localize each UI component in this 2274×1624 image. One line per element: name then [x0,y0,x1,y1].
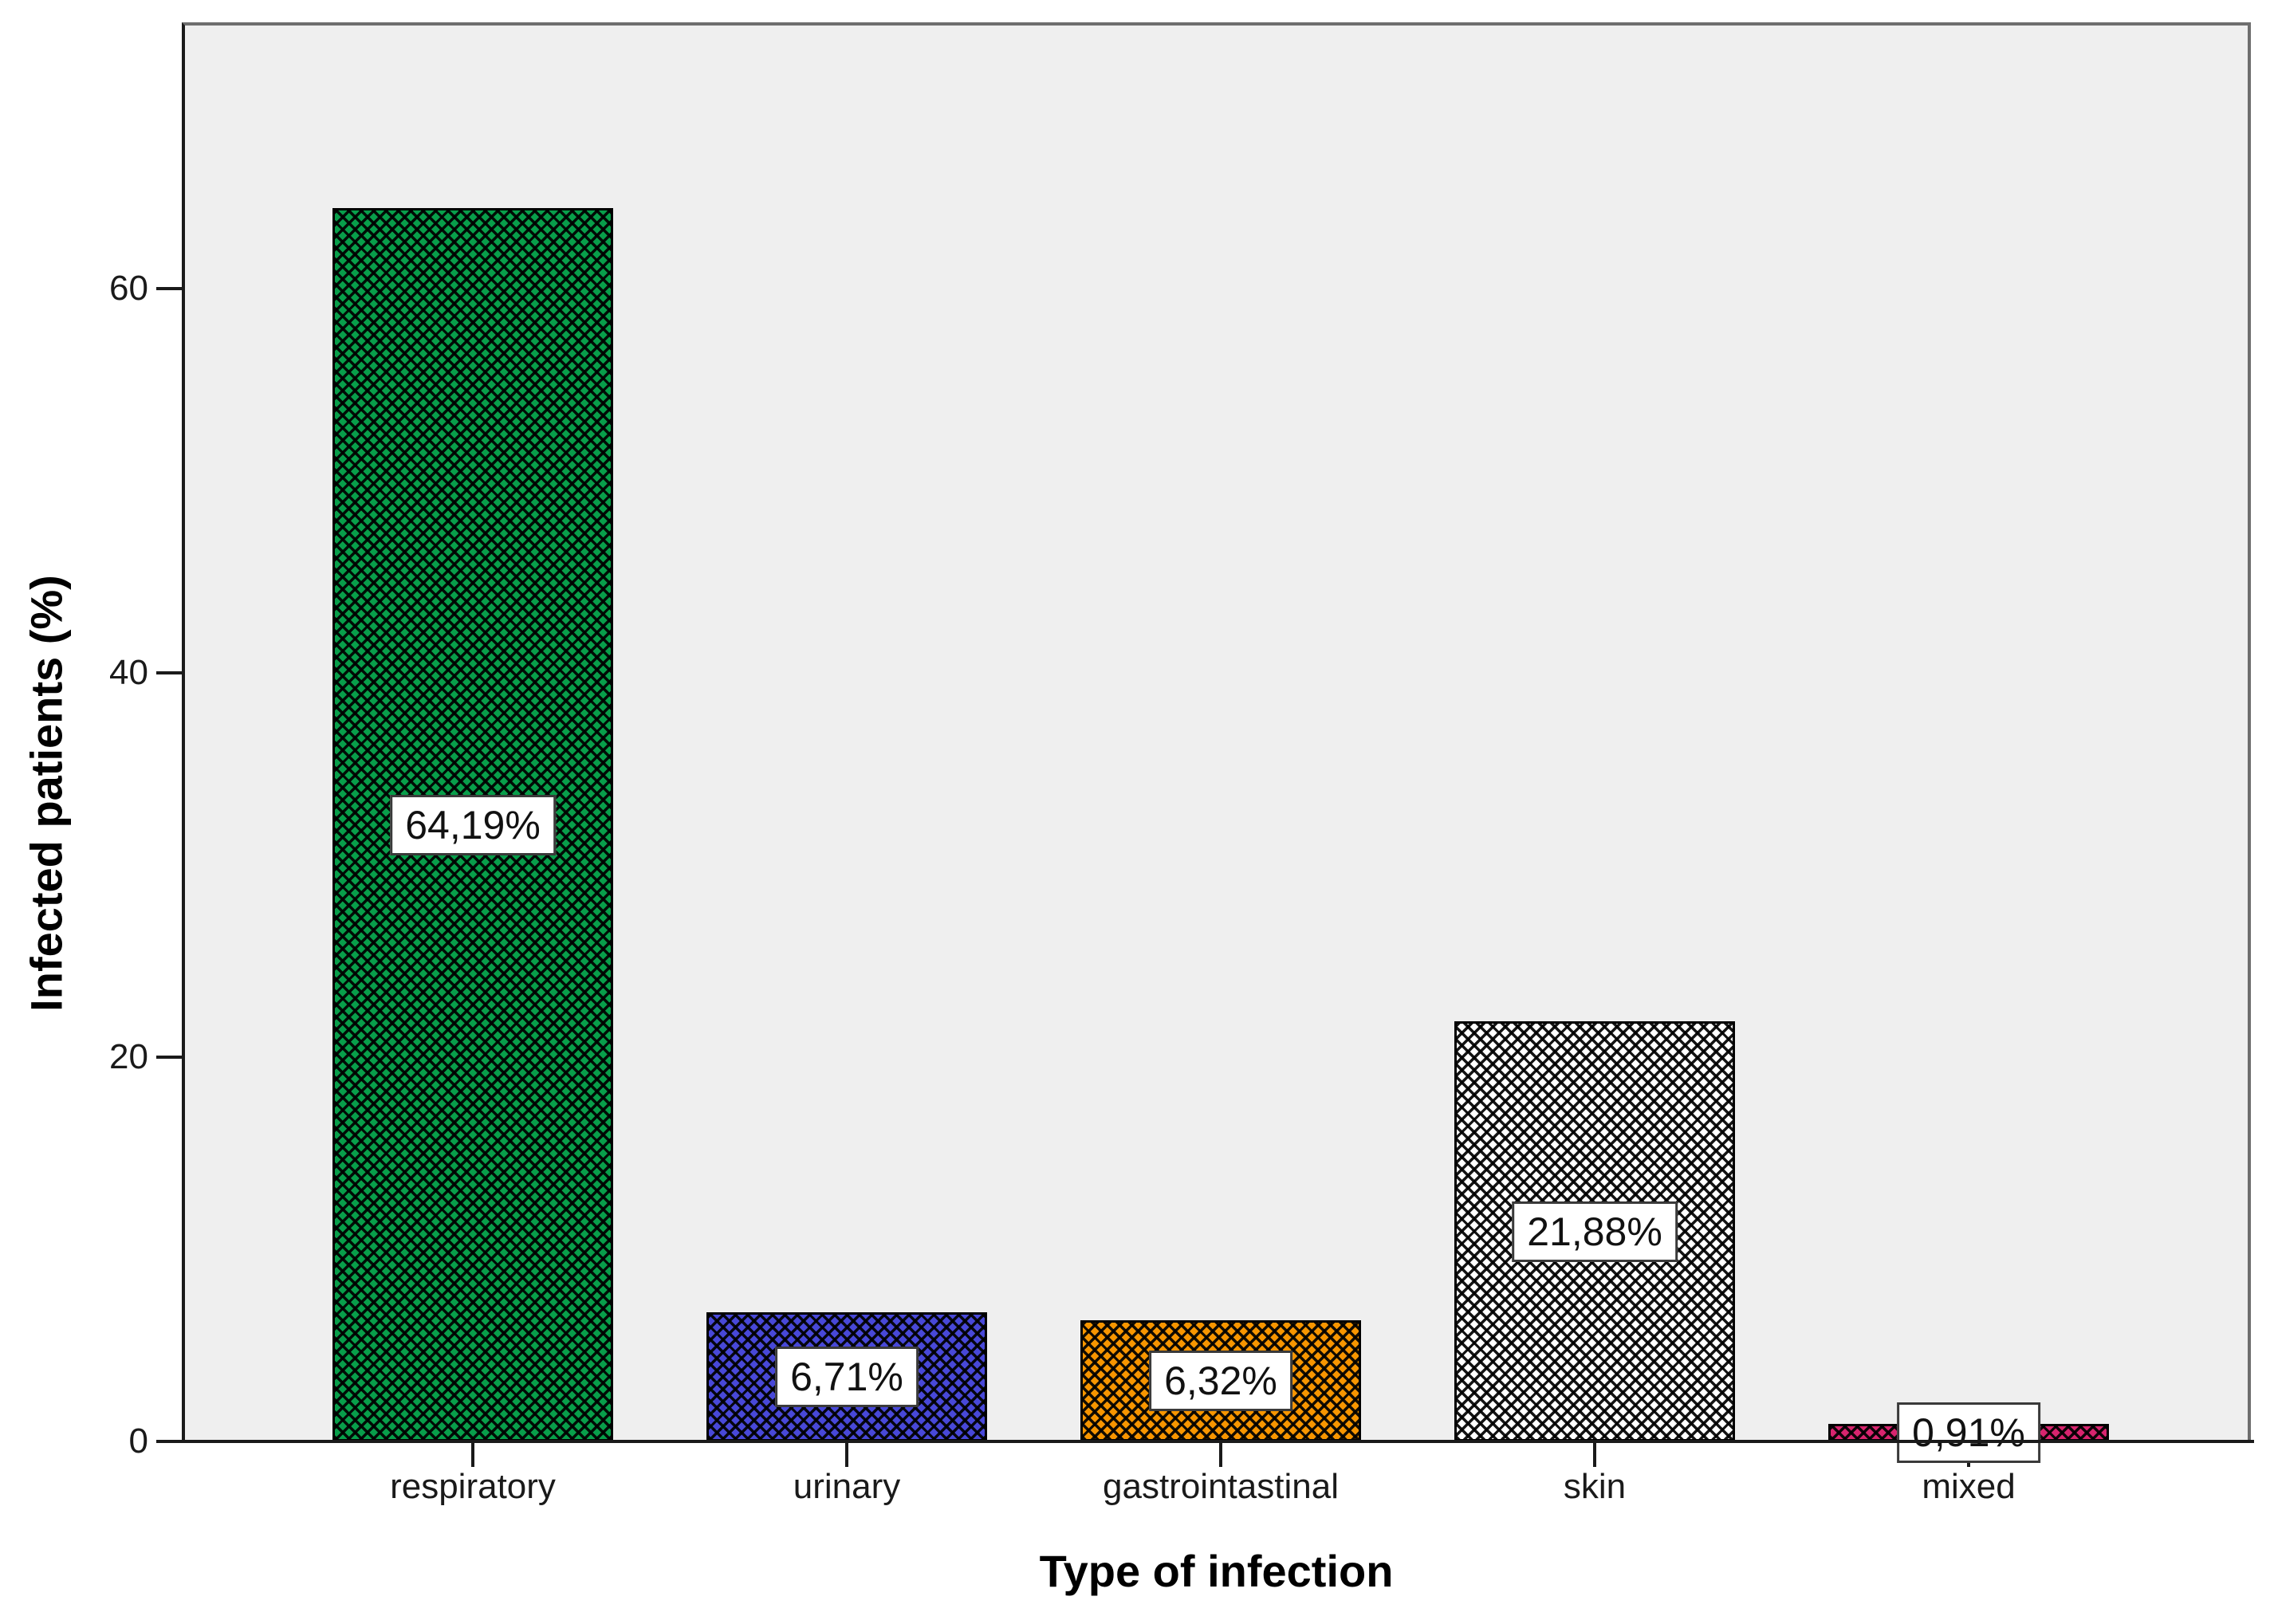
x-tick-mark [1219,1443,1222,1467]
x-axis-title: Type of infection [1039,1546,1394,1596]
x-tick-mark [845,1443,848,1467]
y-tick-mark [156,287,182,290]
x-tick-label-gastrointastinal: gastrointastinal [1103,1467,1339,1506]
x-tick-label-mixed: mixed [1922,1467,2016,1506]
x-tick-label-skin: skin [1563,1467,1627,1506]
value-label-skin: 21,88% [1512,1201,1678,1262]
y-tick-label: 60 [109,269,148,308]
bar-skin [1454,1021,1735,1441]
y-tick-label: 40 [109,653,148,692]
y-tick-mark [156,671,182,674]
y-tick-label: 20 [109,1037,148,1076]
y-tick-label: 0 [128,1421,148,1461]
x-tick-label-respiratory: respiratory [390,1467,556,1506]
y-tick-mark [156,1056,182,1059]
value-label-gastrointastinal: 6,32% [1149,1351,1292,1411]
y-axis-title: Infected patients (%) [21,575,72,1012]
x-tick-mark [1593,1443,1596,1467]
y-tick-mark [156,1440,182,1443]
x-tick-label-urinary: urinary [793,1467,901,1506]
value-label-respiratory: 64,19% [390,794,556,855]
x-tick-mark [471,1443,474,1467]
x-axis-line [182,1440,2254,1443]
value-label-mixed: 0,91% [1897,1402,2040,1463]
value-label-urinary: 6,71% [775,1347,919,1407]
